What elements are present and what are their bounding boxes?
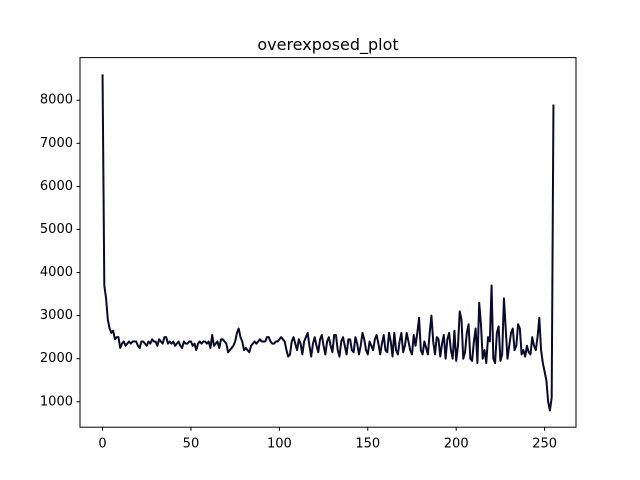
x-tick-label: 50 xyxy=(183,437,200,452)
y-tick-label: 8000 xyxy=(40,93,73,108)
y-tick-label: 6000 xyxy=(40,179,73,194)
y-tick-label: 7000 xyxy=(40,136,73,151)
x-tick-label: 200 xyxy=(444,437,469,452)
y-tick-label: 5000 xyxy=(40,222,73,237)
y-tick-label: 3000 xyxy=(40,308,73,323)
data-line xyxy=(101,74,555,412)
chart-title: overexposed_plot xyxy=(257,35,398,55)
x-tick-label: 100 xyxy=(267,437,292,452)
y-tick-label: 2000 xyxy=(40,351,73,366)
y-tick-label: 1000 xyxy=(40,394,73,409)
y-tick-label: 4000 xyxy=(40,265,73,280)
x-tick-label: 150 xyxy=(355,437,380,452)
plot-frame xyxy=(79,57,577,428)
x-tick-label: 250 xyxy=(532,437,557,452)
x-tick-label: 0 xyxy=(98,437,106,452)
